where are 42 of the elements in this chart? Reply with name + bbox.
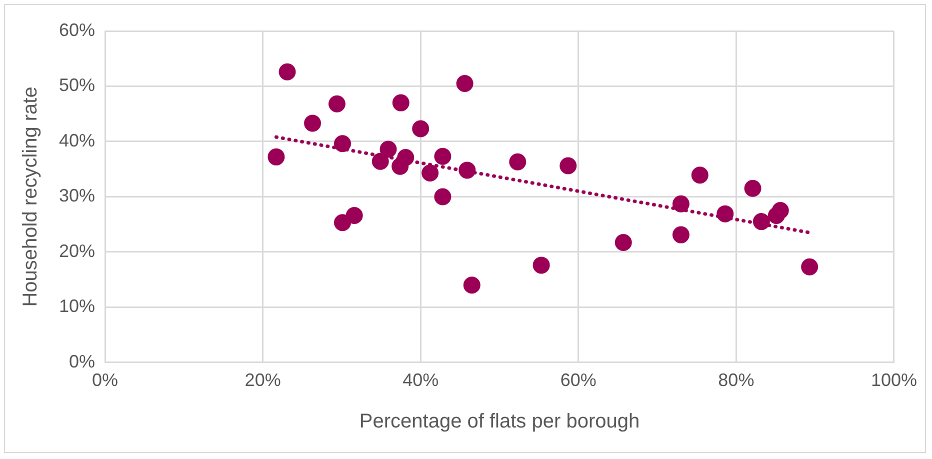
point [328,95,346,112]
point [304,114,322,132]
y-tick-label: 20% [58,240,96,261]
point [392,158,409,175]
point [372,152,389,170]
point [278,63,296,80]
x-axis-title: Percentage of flats per borough [359,410,640,433]
point [380,140,397,158]
point [509,153,526,170]
point [772,202,789,220]
point [392,94,410,112]
point [346,206,363,224]
x-tick-label: 60% [560,370,596,390]
x-tick-label: 100% [870,370,918,390]
point [434,188,452,206]
point [334,135,351,152]
point [532,256,550,274]
x-tick-label: 80% [718,370,754,390]
point [691,166,708,184]
y-tick-label: 40% [58,130,96,150]
point [422,164,439,182]
y-tick-label: 50% [58,75,96,96]
x-tick-label: 20% [244,370,281,390]
point [412,120,430,138]
y-tick-label: 30% [58,186,96,206]
point [672,195,690,212]
point [560,157,577,174]
y-axis-title: Household recycling rate [20,86,42,307]
point [744,180,762,197]
point [801,258,818,276]
point [456,74,474,92]
y-tick-label: 0% [69,351,96,372]
point [334,214,351,232]
y-tick-label: 10% [58,296,96,316]
point [463,276,480,294]
x-tick-label: 0% [92,370,118,390]
point [434,148,452,165]
x-tick-label: 40% [402,370,439,390]
point [614,234,632,252]
y-tick-label: 60% [58,20,96,40]
point [672,226,690,244]
point [268,148,285,166]
